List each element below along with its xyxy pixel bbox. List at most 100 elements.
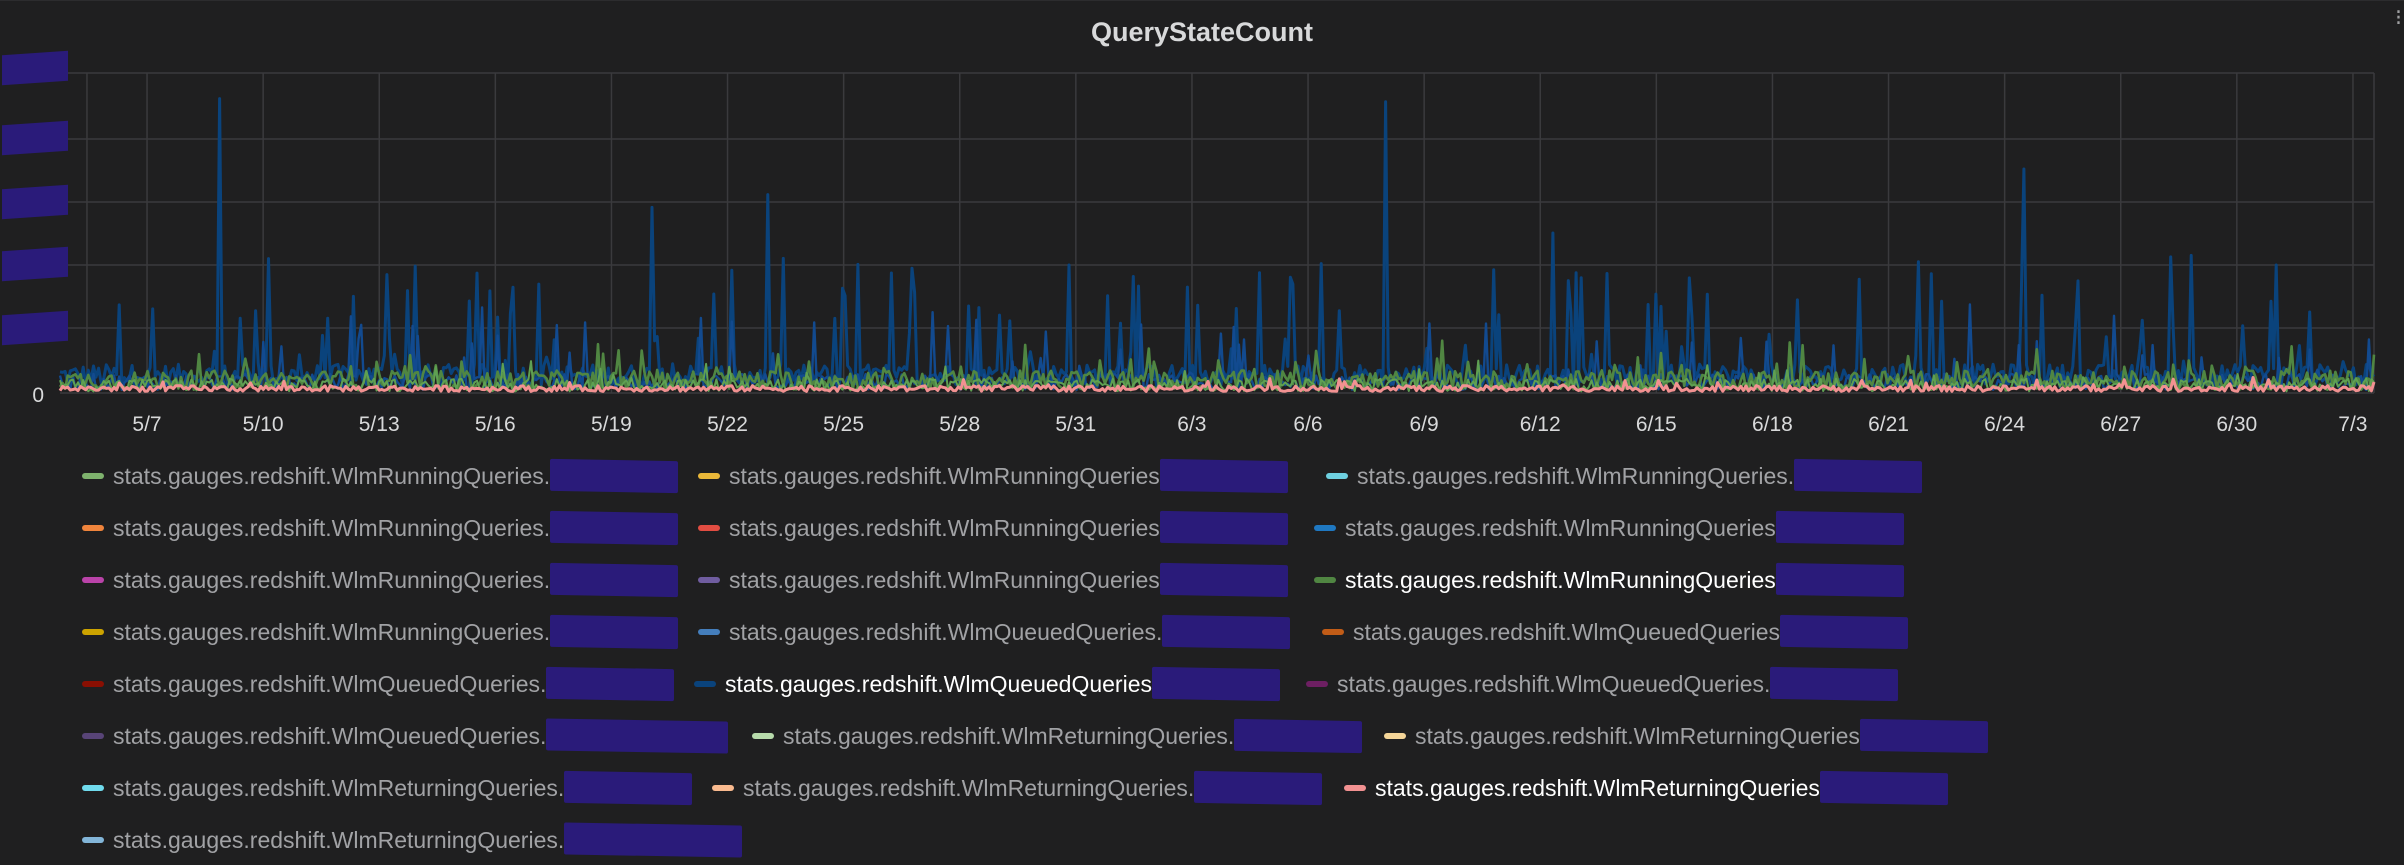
legend-swatch bbox=[1314, 577, 1336, 583]
legend-item[interactable]: stats.gauges.redshift.WlmQueuedQueries bbox=[694, 666, 1280, 702]
series-line-returning bbox=[58, 376, 2376, 393]
legend-label: stats.gauges.redshift.WlmQueuedQueries bbox=[1353, 618, 1780, 645]
chart-title: QueryStateCount bbox=[1090, 17, 1314, 47]
redacted-series-suffix bbox=[564, 822, 743, 858]
x-tick-label: 7/3 bbox=[2338, 413, 2367, 436]
legend-label: stats.gauges.redshift.WlmRunningQueries. bbox=[113, 462, 551, 489]
legend-label: stats.gauges.redshift.WlmRunningQueries. bbox=[113, 618, 551, 645]
x-tick-label: 5/31 bbox=[1055, 413, 1096, 436]
legend-item[interactable]: stats.gauges.redshift.WlmReturningQuerie… bbox=[82, 822, 743, 858]
legend-item[interactable]: stats.gauges.redshift.WlmReturningQuerie… bbox=[752, 718, 1363, 754]
legend-item[interactable]: stats.gauges.redshift.WlmQueuedQueries. bbox=[82, 718, 729, 754]
ellipsis-icon[interactable]: ⁝ bbox=[2395, 5, 2402, 30]
legend-item[interactable]: stats.gauges.redshift.WlmReturningQuerie… bbox=[82, 770, 693, 806]
redacted-series-suffix bbox=[1234, 718, 1363, 754]
x-tick-label: 6/30 bbox=[2216, 413, 2257, 436]
redacted-series-suffix bbox=[1775, 510, 1904, 546]
series-line-running bbox=[58, 339, 2376, 392]
legend-swatch bbox=[698, 629, 720, 635]
legend-swatch bbox=[1306, 681, 1328, 687]
legend-item[interactable]: stats.gauges.redshift.WlmRunningQueries bbox=[1314, 510, 1904, 546]
x-tick-label: 6/15 bbox=[1636, 413, 1677, 436]
legend-item[interactable]: stats.gauges.redshift.WlmQueuedQueries. bbox=[698, 614, 1291, 650]
y-tick-label: 0 bbox=[32, 384, 44, 407]
redacted-y-tick bbox=[2, 310, 68, 346]
redacted-series-suffix bbox=[1151, 666, 1280, 702]
legend-label: stats.gauges.redshift.WlmRunningQueries. bbox=[1357, 462, 1795, 489]
legend-label: stats.gauges.redshift.WlmQueuedQueries. bbox=[113, 722, 547, 749]
legend-swatch bbox=[698, 473, 720, 479]
legend-item[interactable]: stats.gauges.redshift.WlmReturningQuerie… bbox=[1384, 718, 1988, 754]
x-tick-label: 5/13 bbox=[359, 413, 400, 436]
redacted-series-suffix bbox=[1159, 562, 1288, 598]
legend-item[interactable]: stats.gauges.redshift.WlmRunningQueries. bbox=[82, 614, 679, 650]
x-tick-label: 6/3 bbox=[1177, 413, 1206, 436]
legend-label: stats.gauges.redshift.WlmQueuedQueries. bbox=[113, 670, 547, 697]
legend-swatch bbox=[82, 837, 104, 843]
legend-swatch bbox=[1384, 733, 1406, 739]
legend-item[interactable]: stats.gauges.redshift.WlmQueuedQueries. bbox=[1306, 666, 1899, 702]
chart-plot[interactable]: 5/7 5/10 5/13 5/16 5/19 5/22 5/25 5/28 5/31 6/3 6/… bbox=[0, 1, 2404, 481]
legend-swatch bbox=[82, 681, 104, 687]
legend-item[interactable]: stats.gauges.redshift.WlmQueuedQueries. bbox=[82, 666, 675, 702]
redacted-series-suffix bbox=[1162, 614, 1291, 650]
redacted-series-suffix bbox=[564, 770, 693, 806]
redacted-series-suffix bbox=[1779, 614, 1908, 650]
legend-label: stats.gauges.redshift.WlmRunningQueries. bbox=[113, 514, 551, 541]
redacted-series-suffix bbox=[546, 666, 675, 702]
legend-swatch bbox=[694, 681, 716, 687]
legend-label: stats.gauges.redshift.WlmRunningQueries. bbox=[113, 566, 551, 593]
legend-swatch bbox=[82, 473, 104, 479]
legend-label: stats.gauges.redshift.WlmRunningQueries bbox=[1345, 514, 1776, 541]
legend-label: stats.gauges.redshift.WlmRunningQueries bbox=[729, 514, 1160, 541]
legend-label: stats.gauges.redshift.WlmReturningQuerie… bbox=[113, 826, 565, 853]
x-tick-label: 6/9 bbox=[1409, 413, 1438, 436]
x-tick-label: 6/18 bbox=[1752, 413, 1793, 436]
x-tick-label: 6/12 bbox=[1520, 413, 1561, 436]
legend-item[interactable]: stats.gauges.redshift.WlmRunningQueries. bbox=[82, 458, 679, 494]
redacted-series-suffix bbox=[550, 614, 679, 650]
legend-item[interactable]: stats.gauges.redshift.WlmRunningQueries bbox=[1314, 562, 1904, 598]
legend-swatch bbox=[82, 629, 104, 635]
legend-swatch bbox=[82, 577, 104, 583]
legend-label: stats.gauges.redshift.WlmReturningQuerie… bbox=[1375, 774, 1820, 801]
redacted-series-suffix bbox=[1819, 770, 1948, 806]
x-tick-label: 5/28 bbox=[939, 413, 980, 436]
legend-item[interactable]: stats.gauges.redshift.WlmRunningQueries. bbox=[82, 510, 679, 546]
redacted-y-tick bbox=[2, 246, 68, 282]
legend-label: stats.gauges.redshift.WlmRunningQueries bbox=[729, 462, 1160, 489]
legend-item[interactable]: stats.gauges.redshift.WlmRunningQueries. bbox=[82, 562, 679, 598]
legend-item[interactable]: stats.gauges.redshift.WlmReturningQuerie… bbox=[1344, 770, 1948, 806]
x-tick-label: 5/16 bbox=[475, 413, 516, 436]
redacted-series-suffix bbox=[550, 562, 679, 598]
redacted-y-tick bbox=[2, 120, 68, 156]
redacted-series-suffix bbox=[1194, 770, 1323, 806]
legend-item[interactable]: stats.gauges.redshift.WlmReturningQuerie… bbox=[712, 770, 1323, 806]
legend-swatch bbox=[82, 733, 104, 739]
x-tick-label: 5/25 bbox=[823, 413, 864, 436]
legend-item[interactable]: stats.gauges.redshift.WlmQueuedQueries bbox=[1322, 614, 1908, 650]
legend-label: stats.gauges.redshift.WlmRunningQueries bbox=[1345, 566, 1776, 593]
legend-item[interactable]: stats.gauges.redshift.WlmRunningQueries. bbox=[1326, 458, 1923, 494]
legend-swatch bbox=[1322, 629, 1344, 635]
redacted-series-suffix bbox=[1770, 666, 1899, 702]
legend-label: stats.gauges.redshift.WlmReturningQuerie… bbox=[783, 722, 1235, 749]
legend-label: stats.gauges.redshift.WlmReturningQuerie… bbox=[743, 774, 1195, 801]
legend-swatch bbox=[698, 525, 720, 531]
legend-label: stats.gauges.redshift.WlmReturningQuerie… bbox=[1415, 722, 1860, 749]
legend-swatch bbox=[82, 525, 104, 531]
x-tick-label: 6/27 bbox=[2100, 413, 2141, 436]
redacted-y-tick bbox=[2, 50, 68, 86]
legend-label: stats.gauges.redshift.WlmQueuedQueries bbox=[725, 670, 1152, 697]
legend-item[interactable]: stats.gauges.redshift.WlmRunningQueries bbox=[698, 562, 1288, 598]
redacted-series-suffix bbox=[1859, 718, 1988, 754]
redacted-y-tick bbox=[2, 184, 68, 220]
x-tick-label: 6/21 bbox=[1868, 413, 1909, 436]
legend-item[interactable]: stats.gauges.redshift.WlmRunningQueries bbox=[698, 458, 1288, 494]
legend-item[interactable]: stats.gauges.redshift.WlmRunningQueries bbox=[698, 510, 1288, 546]
x-tick-label: 5/7 bbox=[132, 413, 161, 436]
legend-label: stats.gauges.redshift.WlmReturningQuerie… bbox=[113, 774, 565, 801]
legend-label: stats.gauges.redshift.WlmQueuedQueries. bbox=[729, 618, 1163, 645]
legend-label: stats.gauges.redshift.WlmQueuedQueries. bbox=[1337, 670, 1771, 697]
legend-swatch bbox=[82, 785, 104, 791]
